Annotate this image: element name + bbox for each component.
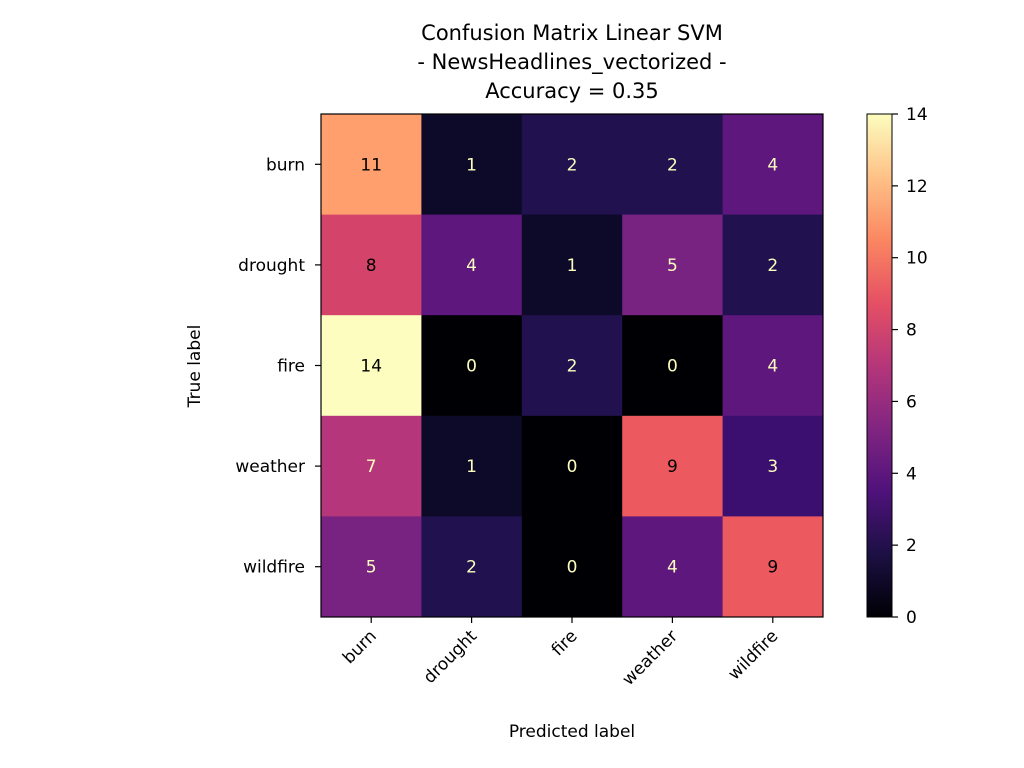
cell-value-label: 4 [466,256,477,276]
heatmap-cell [622,315,724,417]
chart-title: Confusion Matrix Linear SVM - NewsHeadli… [417,21,726,103]
x-tick-label: burn [339,626,381,668]
x-tick-label: drought [420,626,482,688]
cell-value-label: 1 [567,256,578,276]
heatmap-cell [521,415,623,517]
colorbar-tick-label: 8 [906,321,917,341]
heatmap-cell [421,415,523,517]
x-axis-label: Predicted label [509,722,635,742]
cell-value-label: 11 [360,155,382,175]
cell-value-label: 4 [767,357,778,377]
colorbar-tick-label: 10 [906,249,928,269]
heatmap-cell [421,516,523,618]
y-axis-ticks: burn drought fire weather wildfire [235,155,321,578]
colorbar-gradient [866,113,893,618]
cell-value-label: 5 [667,256,678,276]
cell-value-label: 0 [466,357,477,377]
cell-value-label: 2 [767,256,778,276]
colorbar-tick-label: 2 [906,536,917,556]
y-tick-label: weather [235,457,305,477]
cell-value-label: 4 [767,155,778,175]
colorbar-tick-label: 6 [906,392,917,412]
cell-value-label: 14 [360,357,382,377]
cell-value-label: 1 [466,457,477,477]
heatmap-cell [722,516,824,618]
cell-value-label: 5 [366,558,377,578]
cell-value-label: 9 [767,558,778,578]
title-line-2: - NewsHeadlines_vectorized - [417,50,726,75]
heatmap-cell [722,214,824,316]
cell-value-label: 0 [667,357,678,377]
cell-value-label: 2 [567,155,578,175]
y-tick-label: drought [238,256,305,276]
cell-value-label: 2 [466,558,477,578]
x-tick-label: weather [619,626,682,689]
heatmap-cell [622,114,724,216]
heatmap-cell [321,114,422,216]
heatmap-cell [622,516,724,618]
heatmap-cell [622,415,724,517]
cell-value-label: 0 [567,457,578,477]
title-line-1: Confusion Matrix Linear SVM [421,21,723,45]
cell-value-label: 3 [767,457,778,477]
heatmap-cell-labels: 11 1 2 2 48 4 1 5 214 0 2 0 47 1 0 9 35 2 0 4 9 [360,155,778,577]
colorbar-tick-label: 14 [906,105,928,125]
cell-value-label: 8 [366,256,377,276]
heatmap-cell [321,214,422,316]
heatmap-cell [521,214,623,316]
heatmap-cell [521,114,623,216]
colorbar-tick-label: 0 [906,608,917,628]
heatmap-cell [421,114,523,216]
y-tick-label: burn [266,155,305,175]
colorbar-ticks: 0 2 4 6 8 10 12 14 [892,105,928,628]
heatmap-cell [722,114,824,216]
cell-value-label: 4 [667,558,678,578]
cell-value-label: 1 [466,155,477,175]
y-tick-label: wildfire [243,558,305,578]
x-axis-ticks: burn drought fire weather wildfire [339,617,782,690]
heatmap-cell [521,315,623,417]
cell-value-label: 7 [366,457,377,477]
colorbar-tick-label: 4 [906,464,917,484]
heatmap-cell [722,315,824,417]
heatmap-cell [722,415,824,517]
heatmap-cell [321,516,422,618]
y-axis-label: True label [185,325,205,409]
heatmap-cell [321,315,422,417]
heatmap-cell [421,315,523,417]
cell-value-label: 0 [567,558,578,578]
cell-value-label: 2 [567,357,578,377]
heatmap-cell [321,415,422,517]
title-line-3: Accuracy = 0.35 [485,79,659,103]
heatmap-cell [521,516,623,618]
heatmap-cell [622,214,724,316]
y-tick-label: fire [277,357,305,377]
x-tick-label: fire [548,626,582,660]
cell-value-label: 9 [667,457,678,477]
colorbar-tick-label: 12 [906,177,928,197]
x-tick-label: wildfire [724,626,782,684]
heatmap-cells [321,114,824,618]
cell-value-label: 2 [667,155,678,175]
heatmap-cell [421,214,523,316]
colorbar: 0 2 4 6 8 10 12 14 [866,105,928,628]
